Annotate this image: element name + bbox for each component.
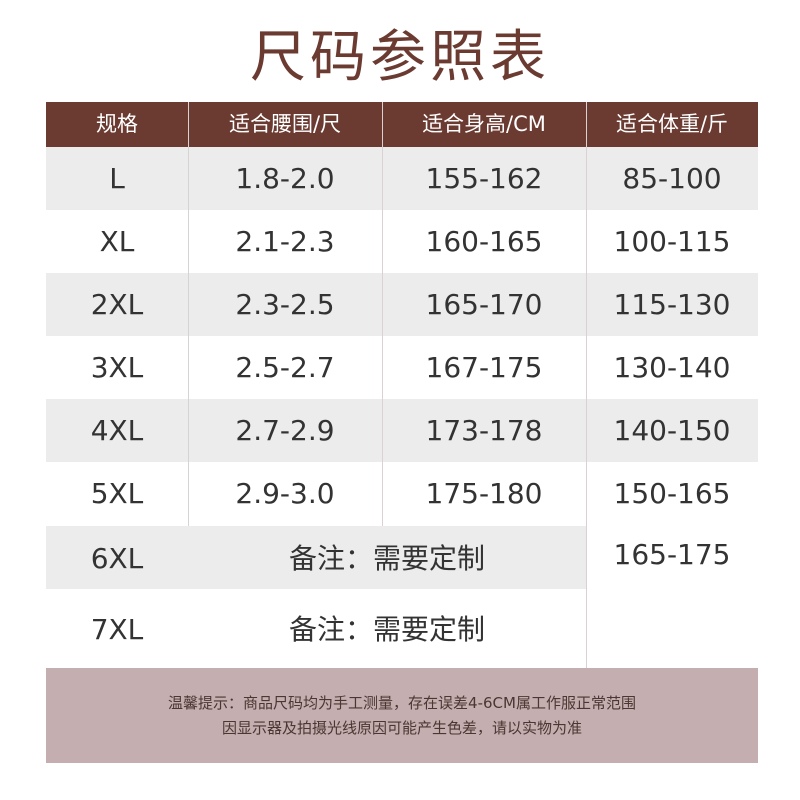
table-row: 4XL 2.7-2.9 173-178 140-150 xyxy=(46,399,758,462)
table-row: 3XL 2.5-2.7 167-175 130-140 xyxy=(46,336,758,399)
weight-cell: 140-150 xyxy=(613,414,731,447)
waist-cell: 2.5-2.7 xyxy=(235,351,335,384)
size-cell: 2XL xyxy=(90,288,144,321)
column-divider xyxy=(382,102,383,526)
waist-cell: 2.3-2.5 xyxy=(235,288,335,321)
notice-line-2: 因显示器及拍摄光线原因可能产生色差，请以实物为准 xyxy=(221,719,582,737)
height-cell: 165-170 xyxy=(425,288,543,321)
waist-cell: 2.7-2.9 xyxy=(235,414,335,447)
column-divider xyxy=(586,102,587,668)
page-title: 尺码参照表 xyxy=(250,25,550,90)
notice-box: 温馨提示：商品尺码均为手工测量，存在误差4-6CM属工作服正常范围 因显示器及拍… xyxy=(46,668,758,763)
table-row: L 1.8-2.0 155-162 85-100 xyxy=(46,147,758,210)
size-cell: 5XL xyxy=(90,477,144,510)
height-cell: 155-162 xyxy=(425,162,543,195)
weight-cell: 85-100 xyxy=(622,162,722,195)
size-cell: XL xyxy=(99,225,135,258)
height-cell: 160-165 xyxy=(425,225,543,258)
waist-cell: 2.1-2.3 xyxy=(235,225,335,258)
custom-note-cell: 备注：需要定制 xyxy=(288,542,485,575)
size-cell: 6XL xyxy=(90,542,144,575)
table-header: 规格 适合腰围/尺 适合身高/CM 适合体重/斤 xyxy=(46,102,758,147)
size-cell: 4XL xyxy=(90,414,144,447)
header-height: 适合身高/CM xyxy=(422,112,546,136)
header-size: 规格 xyxy=(96,112,138,136)
weight-cell: 130-140 xyxy=(613,351,731,384)
table-row: 5XL 2.9-3.0 175-180 150-165 xyxy=(46,462,758,525)
table-row: 2XL 2.3-2.5 165-170 115-130 xyxy=(46,273,758,336)
height-cell: 167-175 xyxy=(425,351,543,384)
waist-cell: 1.8-2.0 xyxy=(235,162,335,195)
column-divider xyxy=(188,102,189,526)
weight-cell: 150-165 xyxy=(613,477,731,510)
height-cell: 173-178 xyxy=(425,414,543,447)
height-cell: 175-180 xyxy=(425,477,543,510)
table-row-custom: 6XL 备注：需要定制 xyxy=(46,526,586,589)
header-weight: 适合体重/斤 xyxy=(615,112,729,136)
waist-cell: 2.9-3.0 xyxy=(235,477,335,510)
size-cell: 7XL xyxy=(90,613,144,646)
size-cell: 3XL xyxy=(90,351,144,384)
table-row: XL 2.1-2.3 160-165 100-115 xyxy=(46,210,758,273)
notice-line-1: 温馨提示：商品尺码均为手工测量，存在误差4-6CM属工作服正常范围 xyxy=(168,694,636,712)
table-row-custom: 7XL 备注：需要定制 xyxy=(46,590,586,660)
custom-note-cell: 备注：需要定制 xyxy=(288,613,485,646)
header-waist: 适合腰围/尺 xyxy=(228,112,342,136)
weight-cell: 115-130 xyxy=(613,288,731,321)
weight-cell: 165-175 xyxy=(613,538,731,571)
size-cell: L xyxy=(109,162,125,195)
weight-cell: 100-115 xyxy=(613,225,731,258)
